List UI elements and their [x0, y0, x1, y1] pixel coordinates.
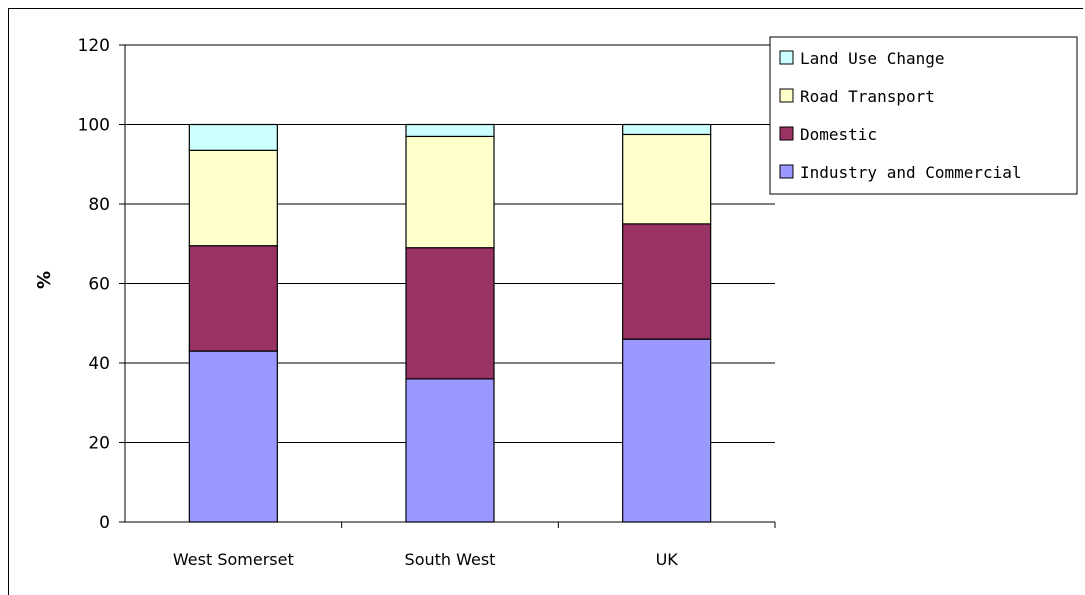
- bar-segment-domestic: [622, 223, 712, 340]
- bar-segment-land-use-change: [405, 123, 495, 138]
- x-category-label: UK: [656, 550, 679, 569]
- bar-segment-land-use-change: [622, 123, 712, 136]
- x-category-label: West Somerset: [173, 550, 294, 569]
- legend-label: Land Use Change: [800, 49, 945, 68]
- legend: Land Use Change Road Transport Domestic Ind…: [769, 36, 1078, 195]
- bar-series: [188, 123, 712, 523]
- y-tick-label: 20: [88, 434, 110, 454]
- bar-segment-road-transport: [405, 135, 495, 249]
- y-tick-label: 100: [78, 116, 110, 136]
- bar-segment-industry-and-commercial: [405, 378, 495, 523]
- legend-swatch: [779, 126, 794, 141]
- legend-swatch: [779, 88, 794, 103]
- legend-swatch: [779, 164, 794, 179]
- bar-segment-industry-and-commercial: [188, 350, 278, 523]
- axes: [119, 44, 776, 528]
- legend-label: Industry and Commercial: [800, 163, 1022, 182]
- bar-segment-domestic: [188, 245, 278, 352]
- y-tick-label: 120: [78, 36, 110, 56]
- y-tick-label: 80: [88, 195, 110, 215]
- chart-frame: [8, 8, 1083, 595]
- bar-segment-road-transport: [622, 133, 712, 225]
- bar-segment-domestic: [405, 247, 495, 380]
- bar-segment-road-transport: [188, 149, 278, 247]
- y-tick-label: 60: [88, 275, 110, 295]
- x-category-label: South West: [405, 550, 496, 569]
- legend-box: [769, 36, 1078, 195]
- y-tick-label: 40: [88, 354, 110, 374]
- legend-label: Road Transport: [800, 87, 935, 106]
- legend-label: Domestic: [800, 125, 877, 144]
- y-axis-label: %: [34, 271, 55, 289]
- legend-swatch: [779, 50, 794, 65]
- axis-labels: % 0 20 40 60 80 100 120 West Somerset South West…: [34, 36, 678, 569]
- y-tick-label: 0: [99, 513, 110, 533]
- bar-segment-industry-and-commercial: [622, 338, 712, 523]
- bar-segment-land-use-change: [188, 123, 278, 151]
